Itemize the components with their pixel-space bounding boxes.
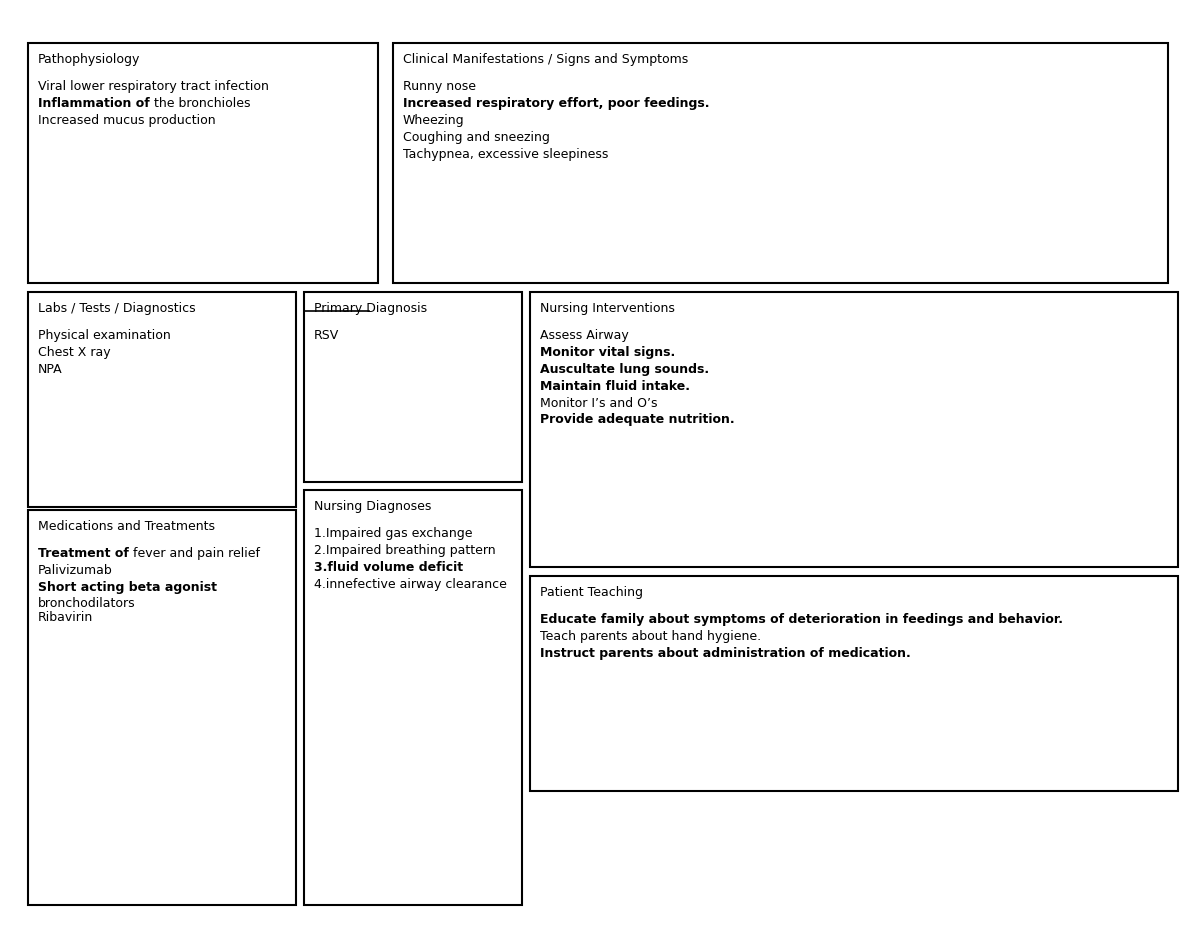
Text: Treatment of: Treatment of: [38, 547, 128, 560]
Text: Increased mucus production: Increased mucus production: [38, 114, 216, 127]
Text: Viral lower respiratory tract infection: Viral lower respiratory tract infection: [38, 80, 269, 93]
Text: Nursing Interventions: Nursing Interventions: [540, 302, 674, 315]
Text: Inflammation of: Inflammation of: [38, 97, 150, 110]
Text: Ribavirin: Ribavirin: [38, 611, 94, 624]
Text: 3.fluid volume deficit: 3.fluid volume deficit: [314, 561, 463, 574]
Text: Provide adequate nutrition.: Provide adequate nutrition.: [540, 413, 734, 426]
Text: Increased respiratory effort, poor feedings.: Increased respiratory effort, poor feedi…: [403, 97, 709, 110]
Text: 1.Impaired gas exchange: 1.Impaired gas exchange: [314, 527, 473, 540]
Text: Chest X ray: Chest X ray: [38, 346, 110, 359]
FancyBboxPatch shape: [28, 510, 296, 905]
Text: Short acting beta agonist: Short acting beta agonist: [38, 580, 217, 594]
FancyBboxPatch shape: [530, 576, 1178, 791]
Text: Educate family about symptoms of deterioration in feedings and behavior.: Educate family about symptoms of deterio…: [540, 613, 1063, 626]
FancyBboxPatch shape: [28, 292, 296, 507]
FancyBboxPatch shape: [28, 43, 378, 283]
FancyBboxPatch shape: [304, 292, 522, 482]
Text: Teach parents about hand hygiene.: Teach parents about hand hygiene.: [540, 629, 761, 643]
FancyBboxPatch shape: [304, 490, 522, 905]
Text: Monitor I’s and O’s: Monitor I’s and O’s: [540, 397, 658, 410]
Text: 2.Impaired breathing pattern: 2.Impaired breathing pattern: [314, 544, 496, 557]
FancyBboxPatch shape: [394, 43, 1168, 283]
Text: Pathophysiology: Pathophysiology: [38, 53, 140, 66]
Text: Primary Diagnosis: Primary Diagnosis: [314, 302, 427, 315]
Text: Runny nose: Runny nose: [403, 80, 476, 93]
Text: 4.innefective airway clearance: 4.innefective airway clearance: [314, 578, 506, 590]
Text: Assess Airway: Assess Airway: [540, 329, 629, 342]
Text: Tachypnea, excessive sleepiness: Tachypnea, excessive sleepiness: [403, 147, 608, 160]
Text: Medications and Treatments: Medications and Treatments: [38, 520, 215, 533]
Text: bronchodilators: bronchodilators: [38, 597, 136, 610]
Text: Labs / Tests / Diagnostics: Labs / Tests / Diagnostics: [38, 302, 196, 315]
FancyBboxPatch shape: [530, 292, 1178, 567]
Text: Physical examination: Physical examination: [38, 329, 170, 342]
Text: Coughing and sneezing: Coughing and sneezing: [403, 131, 550, 144]
Text: Nursing Diagnoses: Nursing Diagnoses: [314, 500, 431, 513]
Text: Maintain fluid intake.: Maintain fluid intake.: [540, 380, 690, 393]
Text: Wheezing: Wheezing: [403, 114, 464, 127]
Text: Patient Teaching: Patient Teaching: [540, 586, 643, 599]
Text: fever and pain relief: fever and pain relief: [128, 547, 260, 560]
Text: the bronchioles: the bronchioles: [150, 97, 251, 110]
Text: NPA: NPA: [38, 362, 62, 375]
Text: Monitor vital signs.: Monitor vital signs.: [540, 346, 676, 359]
Text: Auscultate lung sounds.: Auscultate lung sounds.: [540, 362, 709, 375]
Text: RSV: RSV: [314, 329, 340, 342]
Text: Instruct parents about administration of medication.: Instruct parents about administration of…: [540, 647, 911, 660]
Text: Clinical Manifestations / Signs and Symptoms: Clinical Manifestations / Signs and Symp…: [403, 53, 689, 66]
Text: Palivizumab: Palivizumab: [38, 564, 113, 577]
